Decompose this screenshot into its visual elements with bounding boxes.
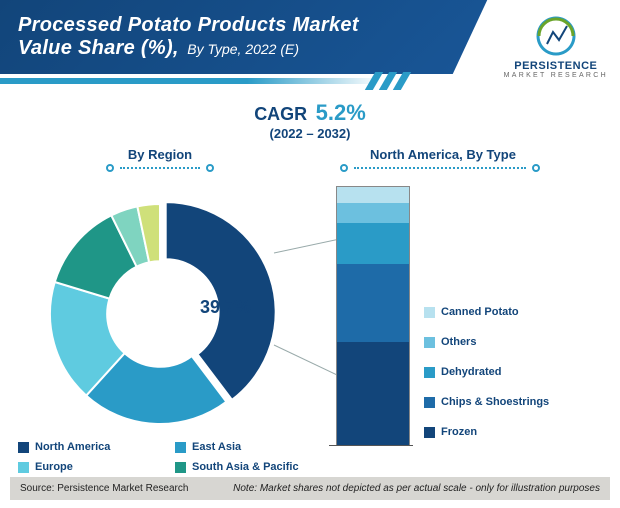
logo-text: PERSISTENCE [504,61,608,72]
legend-label: Chips & Shoestrings [441,396,549,408]
footer-note: Note: Market shares not depicted as per … [233,483,600,494]
legend-swatch [424,397,435,408]
legend-item: Europe [18,461,165,473]
left-section-label: By Region [10,147,310,162]
legend-swatch [18,462,29,473]
legend-label: Others [441,336,476,348]
legend-item: Chips & Shoestrings [424,396,549,408]
accent-bar [0,78,380,84]
brand-logo: PERSISTENCE MARKET RESEARCH [504,14,608,79]
legend-swatch [424,307,435,318]
title-line2-strong: Value Share (%), [18,37,179,59]
legend-swatch [175,442,186,453]
legend-item: Dehydrated [424,366,549,378]
legend-item: Others [424,336,549,348]
cagr-period: (2022 – 2032) [0,126,620,141]
bar-segment [337,342,409,445]
legend-label: Dehydrated [441,366,502,378]
left-panel: By Region 39.7% [10,147,310,444]
body-area: By Region 39.7% North America, By Type C… [0,147,620,467]
stacked-bar-chart [336,186,410,446]
logo-icon [529,14,583,58]
legend-item: Canned Potato [424,306,549,318]
cagr-label: CAGR [254,104,307,124]
legend-label: South Asia & Pacific [192,461,299,473]
title-line2-sub: By Type, 2022 (E) [187,41,299,57]
legend-swatch [424,337,435,348]
logo-subtext: MARKET RESEARCH [504,72,608,79]
footer: Source: Persistence Market Research Note… [10,477,610,500]
bar-segment [337,223,409,264]
legend-swatch [424,427,435,438]
legend-label: East Asia [192,441,241,453]
donut-chart: 39.7% [30,184,290,444]
cagr-value: 5.2% [316,100,366,125]
legend-label: Frozen [441,426,477,438]
legend-swatch [175,462,186,473]
legend-item: South Asia & Pacific [175,461,322,473]
legend-item: East Asia [175,441,322,453]
dotted-rule-left [10,164,310,172]
legend-swatch [18,442,29,453]
footer-source: Source: Persistence Market Research [20,483,188,494]
bar-area: Canned Potato Others Dehydrated Chips & Sho… [336,186,606,446]
right-panel: North America, By Type Canned Potato Othe… [336,147,606,446]
legend-item: Frozen [424,426,549,438]
right-section-label: North America, By Type [370,147,606,162]
legend-label: North America [35,441,110,453]
bar-segment [337,264,409,341]
donut-highlight-pct: 39.7% [200,297,251,318]
type-legend: Canned Potato Others Dehydrated Chips & Sho… [424,306,549,446]
legend-label: Canned Potato [441,306,519,318]
bar-axis [329,445,413,446]
legend-label: Europe [35,461,73,473]
legend-item: North America [18,441,165,453]
cagr-block: CAGR 5.2% (2022 – 2032) [0,100,620,141]
accent-slashes [370,72,406,90]
bar-segment [337,187,409,202]
bar-segment [337,203,409,224]
dotted-rule-right [340,164,540,172]
legend-swatch [424,367,435,378]
